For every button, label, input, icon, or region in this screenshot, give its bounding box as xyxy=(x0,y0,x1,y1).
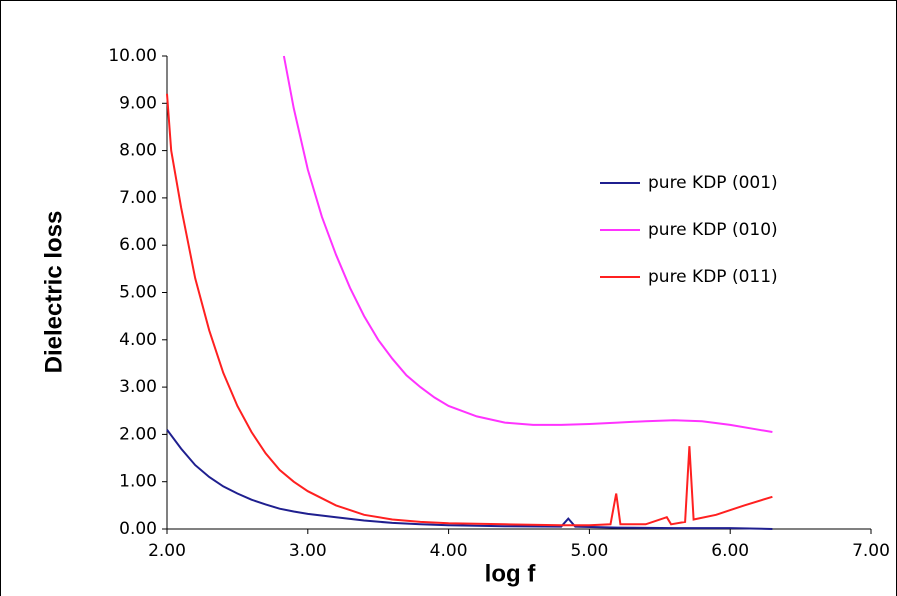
y-axis-label: Dielectric loss xyxy=(40,211,67,374)
x-tick-label: 4.00 xyxy=(430,541,468,561)
y-tick-label: 4.00 xyxy=(119,330,157,350)
series-line xyxy=(166,429,773,530)
x-tick-label: 6.00 xyxy=(711,541,749,561)
y-tick-label: 8.00 xyxy=(119,141,157,161)
y-tick-label: 10.00 xyxy=(108,46,157,66)
y-tick-label: 3.00 xyxy=(119,377,157,397)
x-axis-label: log f xyxy=(485,560,537,587)
y-tick-label: 7.00 xyxy=(119,188,157,208)
series-line xyxy=(166,93,773,527)
legend-label: pure KDP (011) xyxy=(648,267,778,287)
y-tick-label: 0.00 xyxy=(119,519,157,539)
x-tick-label: 2.00 xyxy=(148,541,186,561)
legend-label: pure KDP (001) xyxy=(648,173,778,193)
x-tick-label: 7.00 xyxy=(852,541,890,561)
y-tick-label: 6.00 xyxy=(119,235,157,255)
y-tick-label: 2.00 xyxy=(119,424,157,444)
x-tick-label: 3.00 xyxy=(289,541,327,561)
y-tick-label: 1.00 xyxy=(119,472,157,492)
series-line xyxy=(282,55,773,433)
y-tick-label: 9.00 xyxy=(119,93,157,113)
y-tick-label: 5.00 xyxy=(119,283,157,303)
legend-label: pure KDP (010) xyxy=(648,220,778,240)
x-tick-label: 5.00 xyxy=(570,541,608,561)
